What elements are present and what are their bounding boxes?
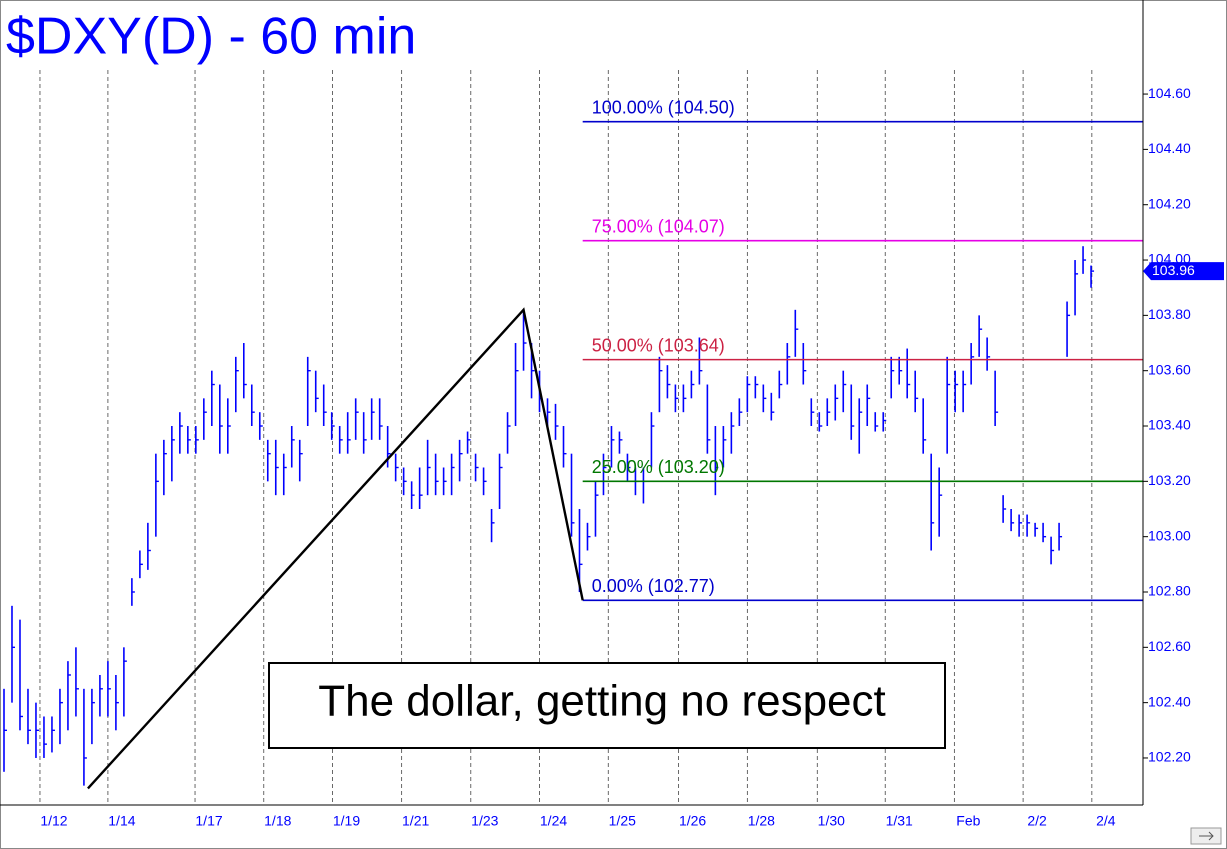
- y-tick-label: 103.40: [1148, 417, 1191, 433]
- annotation: The dollar, getting no respect: [318, 677, 885, 726]
- y-tick-label: 103.80: [1148, 306, 1191, 322]
- y-tick-label: 103.60: [1148, 361, 1191, 377]
- x-tick-label: 1/28: [748, 813, 775, 829]
- x-tick-label: Feb: [956, 813, 980, 829]
- x-tick-label: 1/25: [609, 813, 636, 829]
- y-tick-label: 104.60: [1148, 85, 1191, 101]
- x-tick-label: 2/2: [1027, 813, 1047, 829]
- x-tick-label: 2/4: [1096, 813, 1116, 829]
- last-price-badge: [1143, 262, 1224, 281]
- x-tick-label: 1/30: [818, 813, 845, 829]
- x-tick-label: 1/26: [679, 813, 706, 829]
- x-tick-label: 1/14: [108, 813, 135, 829]
- chart-title: $DXY(D) - 60 min: [6, 8, 416, 66]
- y-tick-label: 102.20: [1148, 749, 1191, 765]
- y-tick-label: 104.40: [1148, 140, 1191, 156]
- fib-label: 75.00% (104.07): [592, 216, 725, 236]
- trend-line: [87, 307, 584, 790]
- x-tick-label: 1/31: [886, 813, 913, 829]
- y-tick-label: 102.40: [1148, 693, 1191, 709]
- y-tick-label: 104.20: [1148, 195, 1191, 211]
- x-tick-label: 1/17: [195, 813, 222, 829]
- last-price-label: 103.96: [1152, 262, 1195, 278]
- x-tick-label: 1/23: [471, 813, 498, 829]
- x-tick-label: 1/24: [540, 813, 567, 829]
- x-tick-label: 1/21: [402, 813, 429, 829]
- y-tick-label: 103.00: [1148, 527, 1191, 543]
- fib-label: 0.00% (102.77): [592, 576, 715, 596]
- x-tick-label: 1/18: [264, 813, 291, 829]
- y-tick-label: 102.60: [1148, 638, 1191, 654]
- y-tick-label: 103.20: [1148, 472, 1191, 488]
- y-tick-label: 102.80: [1148, 583, 1191, 599]
- fib-label: 100.00% (104.50): [592, 97, 735, 117]
- fib-label: 25.00% (103.20): [592, 457, 725, 477]
- x-tick-label: 1/19: [333, 813, 360, 829]
- fib-label: 50.00% (103.64): [592, 335, 725, 355]
- annotation-box: [268, 662, 946, 749]
- scroll-arrow: [1199, 831, 1214, 841]
- x-tick-label: 1/12: [40, 813, 67, 829]
